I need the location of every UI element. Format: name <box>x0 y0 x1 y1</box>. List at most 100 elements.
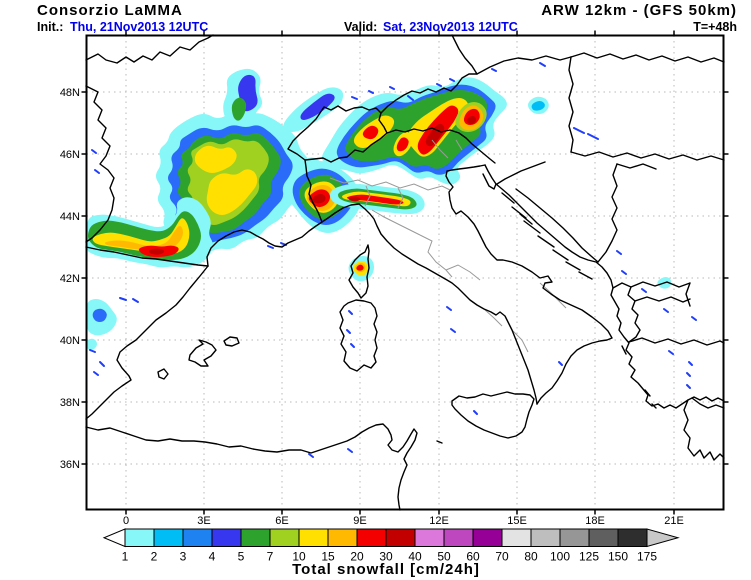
snow-contour-mc-finger-lvl5 <box>231 97 247 121</box>
lon-label: 21E <box>664 515 684 527</box>
colorbar-segment <box>530 528 561 547</box>
colorbar-tick-label: 40 <box>408 550 422 564</box>
colorbar-segment <box>153 528 184 547</box>
light-snow-mark <box>93 371 99 376</box>
light-snow-mark <box>621 270 627 275</box>
snow-contour-dolomites-lvl30 <box>425 123 445 147</box>
light-snow-mark <box>347 448 353 453</box>
border-slovenia-croatia <box>496 161 546 185</box>
island-sardinia <box>339 299 378 372</box>
colorbar-tick-label: 2 <box>151 550 158 564</box>
snow-contour-corsica-lvl20 <box>356 264 364 271</box>
map-frame <box>85 34 725 511</box>
snow-contour-ortles-lvl20 <box>396 137 409 152</box>
colorbar-segment <box>385 528 416 547</box>
brand-title: Consorzio LaMMA <box>37 2 183 19</box>
border-czech-austria <box>476 55 572 75</box>
island-sicily <box>451 391 535 439</box>
colorbar-tick-label: 70 <box>495 550 509 564</box>
colorbar-tick-label: 7 <box>267 550 274 564</box>
light-snow-mark <box>688 361 693 366</box>
light-snow-mark <box>691 316 697 321</box>
admin-borders <box>329 139 567 353</box>
border-france-italy <box>304 159 323 223</box>
coast-italy-east <box>445 164 613 405</box>
light-snow-mark <box>587 133 599 140</box>
axis-ticks <box>81 30 729 515</box>
coast-gulf-corinth <box>691 397 725 409</box>
colorbar-segment <box>327 528 358 547</box>
light-snow-mark <box>491 68 497 72</box>
light-snow-mark <box>446 306 452 311</box>
colorbar-segment <box>240 528 271 547</box>
light-snow-mark <box>663 308 669 313</box>
colorbar-tick-label: 20 <box>350 550 364 564</box>
colorbar-title: Total snowfall [cm/24h] <box>292 561 480 578</box>
island-ibiza <box>157 368 169 380</box>
colorbar-tick-label: 15 <box>321 550 335 564</box>
colorbar-tick-label: 1 <box>122 550 129 564</box>
colorbar-tick-label: 150 <box>608 550 628 564</box>
colorbar-segment <box>443 528 474 547</box>
colorbar-segment <box>298 528 329 547</box>
colorbar-tick-label: 125 <box>579 550 599 564</box>
border-macedonia <box>630 281 691 307</box>
colorbar-segment <box>472 528 503 547</box>
coast-channel <box>85 34 214 64</box>
light-snow-marks-layer <box>89 62 697 458</box>
coast-istria <box>482 164 497 190</box>
light-snow-mark <box>99 361 105 367</box>
light-snow-mark <box>686 384 691 389</box>
light-snow-mark <box>119 297 127 301</box>
light-snow-mark <box>389 86 395 90</box>
island-menorca <box>223 336 240 347</box>
colorbar-segment <box>559 528 590 547</box>
colorbar-tick-label: 175 <box>637 550 657 564</box>
colorbar: 1 2 3 4 5 7 10 15 20 30 40 50 60 70 80 100 125 150 175 <box>102 528 680 564</box>
light-snow-mark <box>132 298 139 303</box>
lat-label: 46N <box>60 149 80 161</box>
lat-label: 42N <box>60 273 80 285</box>
border-croatia-bosnia <box>515 188 599 263</box>
colorbar-tick-label: 4 <box>209 550 216 564</box>
light-snow-mark <box>407 95 414 101</box>
snow-contour-liguria-lvl30 <box>348 196 361 202</box>
light-snow-mark <box>436 83 442 87</box>
lat-label: 44N <box>60 211 80 223</box>
colorbar-under-arrow <box>102 528 126 548</box>
colorbar-segment <box>501 528 532 547</box>
light-snow-mark <box>89 349 96 353</box>
light-snow-mark <box>473 410 478 415</box>
coast-biscay <box>85 85 115 243</box>
colorbar-tick-label: 30 <box>379 550 393 564</box>
island-mallorca <box>188 339 217 367</box>
colorbar-tick-label: 100 <box>550 550 570 564</box>
light-snow-mark <box>308 453 314 458</box>
colorbar-tick-label: 5 <box>238 550 245 564</box>
light-snow-mark <box>449 78 455 82</box>
snow-contour-sea-spot-west-2-lvl1 <box>86 338 97 350</box>
model-title: ARW 12km - (GFS 50km) <box>541 2 737 19</box>
border-bosnia-serbia <box>597 163 618 263</box>
light-snow-mark <box>616 250 622 255</box>
colorbar-segment <box>182 528 213 547</box>
lat-label: 38N <box>60 397 80 409</box>
lon-label: 6E <box>275 515 288 527</box>
lon-label: 9E <box>353 515 366 527</box>
snow-contour-austria-bullseye-lvl30 <box>466 115 477 124</box>
light-snow-mark <box>686 372 691 377</box>
light-snow-mark <box>668 350 674 355</box>
border-austria-hungary <box>568 56 574 153</box>
light-snow-mark <box>91 149 97 154</box>
light-snow-mark <box>368 90 374 94</box>
border-germany-austria <box>380 34 478 114</box>
valid-label: Valid: <box>344 20 377 34</box>
snow-contour-pyrenees-lvl15 <box>104 226 183 252</box>
lon-label: 15E <box>507 515 527 527</box>
border-serbia-north <box>616 163 657 170</box>
light-snow-mark <box>450 328 456 333</box>
coast-croatia <box>495 183 725 409</box>
border-switzerland <box>287 105 388 163</box>
